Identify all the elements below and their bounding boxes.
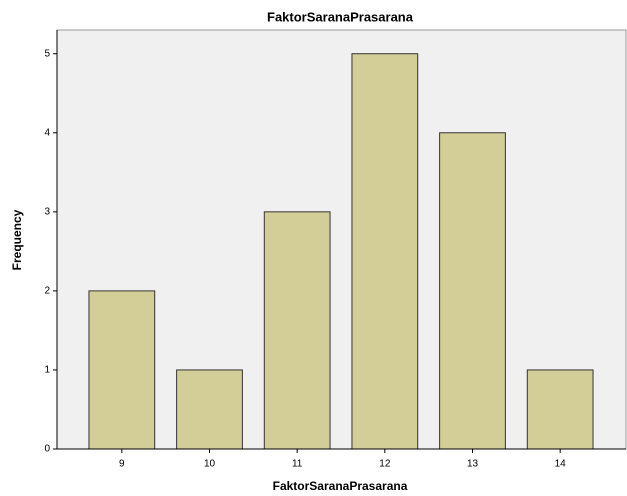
y-tick-label: 0 bbox=[44, 444, 50, 455]
x-tick-label: 9 bbox=[119, 459, 125, 470]
y-tick-label: 2 bbox=[44, 286, 50, 297]
x-tick-label: 11 bbox=[292, 459, 303, 470]
bar bbox=[88, 290, 156, 450]
y-axis-title: Frequency bbox=[10, 209, 24, 270]
x-tick-label: 10 bbox=[204, 459, 216, 470]
bar bbox=[526, 369, 594, 450]
bar bbox=[176, 369, 243, 450]
x-tick-label: 14 bbox=[555, 459, 567, 470]
x-tick-label: 13 bbox=[467, 459, 479, 470]
bar bbox=[351, 53, 419, 450]
x-tick-label: 12 bbox=[379, 459, 391, 470]
y-tick-label: 4 bbox=[44, 127, 50, 138]
x-axis-title: FaktorSaranaPrasarana bbox=[273, 479, 408, 493]
chart-title: FaktorSaranaPrasarana bbox=[267, 9, 414, 24]
y-tick-label: 5 bbox=[44, 48, 50, 59]
bar bbox=[263, 211, 331, 450]
y-tick-label: 3 bbox=[44, 206, 50, 217]
bar bbox=[439, 132, 506, 450]
y-tick-label: 1 bbox=[44, 365, 50, 376]
